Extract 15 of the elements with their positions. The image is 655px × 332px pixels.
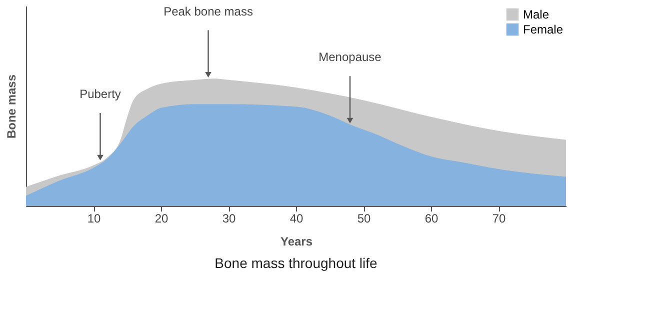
legend-label: Female <box>523 22 564 36</box>
x-tick-label: 30 <box>222 212 236 226</box>
annotation: Peak bone mass <box>164 4 253 18</box>
annotation: Puberty <box>80 87 121 102</box>
annotation: Menopause <box>318 50 382 64</box>
y-axis-title: Bone mass <box>4 74 18 139</box>
x-tick-label: 40 <box>290 212 304 226</box>
x-axis-title: Years <box>280 234 313 248</box>
x-tick-label: 10 <box>87 212 101 226</box>
x-tick-label: 20 <box>154 212 168 226</box>
x-tick-label: 60 <box>424 212 438 226</box>
legend-label: Male <box>523 8 550 22</box>
x-tick-label: 70 <box>492 212 506 226</box>
text: Bone mass throughout life <box>214 255 378 271</box>
x-tick-label: 50 <box>357 212 371 226</box>
